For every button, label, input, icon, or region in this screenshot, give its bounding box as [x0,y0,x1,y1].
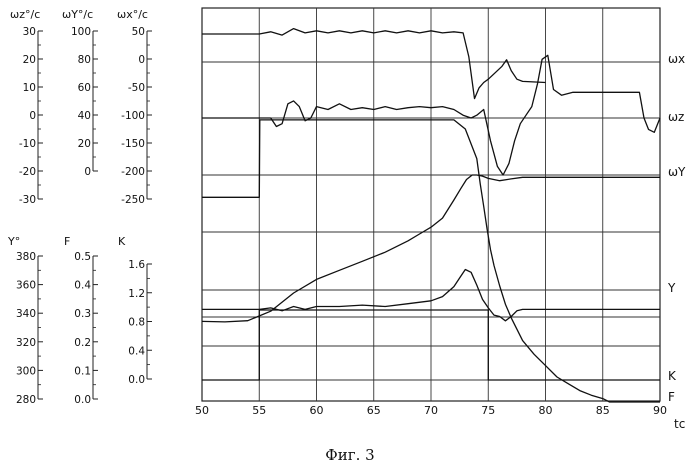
scale-tick-label: -100 [121,110,145,122]
scale-tick-label: 320 [16,337,36,349]
scale-tick-label: -150 [121,138,145,150]
scale-6: K1.6 1.2 0.8 0.4 0.0 [118,235,152,386]
scale-title: ωz°/c [10,8,40,21]
scale-tick-label: 0.8 [128,317,145,329]
x-tick-label: 50 [195,404,209,417]
scale-title: F [64,235,70,248]
scale-tick-label: 1.6 [128,259,145,271]
scale-tick-label: 280 [16,394,36,406]
trace-label-ωx: ωx [668,52,685,66]
scale-tick-label: 10 [23,82,36,94]
scale-tick-label: 0.4 [128,345,145,357]
scale-tick-label: 20 [78,138,91,150]
trace-labels: ωx ωz ωY Y KF [667,52,686,404]
amplitude-scales: ωz°/c3020100-10-20-30ωY°/c100806040200ωx… [7,8,152,406]
scale-tick-label: 50 [132,26,145,38]
trace-label-Y: Y [667,281,676,295]
scale-tick-label: 40 [78,110,91,122]
scale-tick-label: 100 [71,26,91,38]
x-axis-title: tc [674,417,685,431]
figure-caption: Фиг. 3 [0,446,700,464]
scale-tick-label: 340 [16,308,36,320]
scale-title: ωY°/c [62,8,93,21]
scale-tick-label: 0.5 [74,251,91,263]
trace-label-ωz: ωz [668,110,684,124]
scale-tick-label: 20 [23,54,36,66]
scale-title: K [118,235,126,248]
scale-tick-label: 0.0 [74,394,91,406]
scale-tick-label: 0.3 [74,308,91,320]
scale-title: Y° [7,235,20,248]
scale-tick-label: -30 [19,194,36,206]
scale-tick-label: 0.1 [74,365,91,377]
trace-label-K: K [668,369,677,383]
scale-tick-label: 0.4 [74,280,91,292]
scale-tick-label: 0 [29,110,36,122]
scale-tick-label: 30 [23,26,36,38]
trace-label-ωY: ωY [668,165,686,179]
x-tick-label: 65 [367,404,381,417]
scale-tick-label: 0.0 [128,374,145,386]
scale-5: F 0.5 0.4 0.3 0.2 0.1 0.0 [64,235,98,406]
scale-tick-label: 60 [78,82,91,94]
scale-tick-label: 380 [16,251,36,263]
scale-tick-label: 360 [16,280,36,292]
scale-2: ωY°/c 100 80 60 40 20 0 [62,8,98,178]
scale-tick-label: -20 [19,166,36,178]
scale-tick-label: 0.2 [74,337,91,349]
scale-4: Y° 380 360 340 320 300 280 [7,235,43,406]
scale-tick-label: -50 [128,82,145,94]
x-tick-label: 55 [252,404,266,417]
trace-label-F: F [668,390,675,404]
scale-tick-label: 1.2 [128,288,145,300]
scale-tick-label: 80 [78,54,91,66]
x-tick-label: 70 [424,404,438,417]
x-tick-label: 90 [653,404,667,417]
time-axis: 50 55 60 65 70 75 80 85 90 tc [195,404,685,431]
scale-tick-label: -10 [19,138,36,150]
scale-tick-label: 300 [16,365,36,377]
scale-tick-label: -200 [121,166,145,178]
scale-tick-label: -250 [121,194,145,206]
scale-tick-label: 0 [84,166,91,178]
x-tick-label: 80 [539,404,553,417]
x-tick-label: 75 [481,404,495,417]
x-tick-label: 85 [596,404,610,417]
scale-1: ωz°/c 30 20 10 0 -10 -20 -30 [10,8,43,206]
x-tick-label: 60 [310,404,324,417]
time-gridlines [259,8,603,401]
scale-title: ωx°/c [117,8,148,21]
scale-3: ωx°/c 50 0 -50 -100 -150 -200 -250 [117,8,152,206]
scale-tick-label: 0 [138,54,145,66]
